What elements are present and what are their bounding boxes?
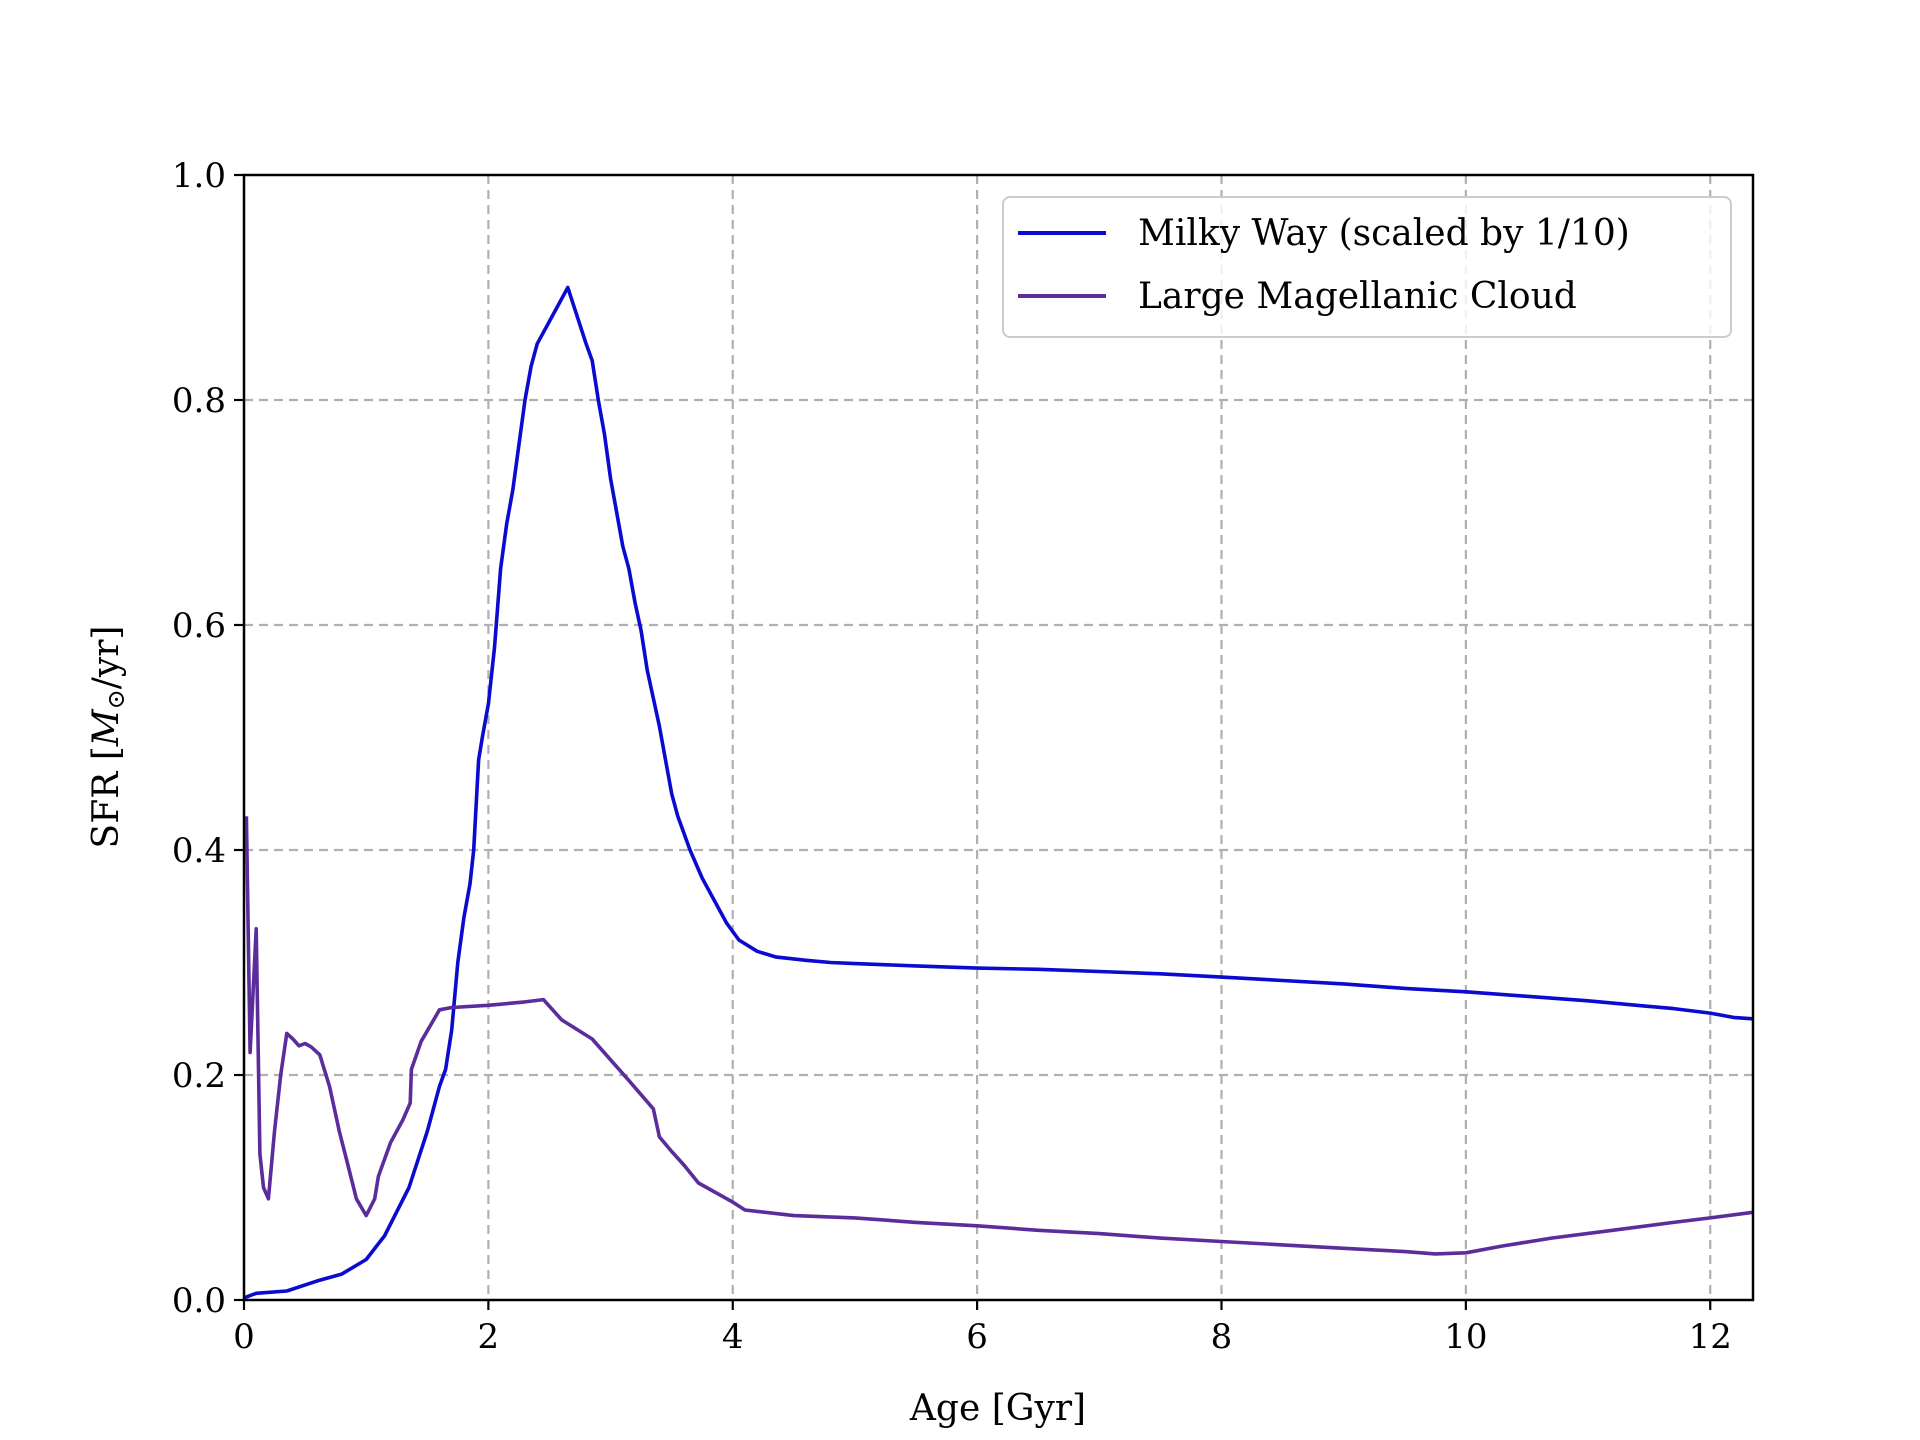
legend-box <box>1002 196 1732 338</box>
y-tick-label: 0.8 <box>172 381 226 421</box>
y-tick-label: 0.6 <box>172 606 226 646</box>
plot-frame <box>242 173 1755 1302</box>
x-tick-label: 6 <box>966 1317 988 1357</box>
series-layer <box>243 285 1754 1300</box>
y-tick-label: 0.4 <box>172 831 226 871</box>
x-axis-label: Age [Gyr] <box>909 1388 1086 1429</box>
x-tick-label: 8 <box>1211 1317 1233 1357</box>
x-tick-label: 0 <box>233 1317 255 1357</box>
legend: Milky Way (scaled by 1/10) Large Magella… <box>1002 196 1732 338</box>
x-tick-label: 10 <box>1444 1317 1487 1357</box>
y-axis-label-subscript: ⊙ <box>102 689 130 709</box>
y-axis-label-prefix: SFR [ <box>86 746 127 848</box>
x-tick-label: 4 <box>722 1317 744 1357</box>
x-tick-label: 12 <box>1689 1317 1732 1357</box>
y-tick-label: 0.0 <box>172 1281 226 1321</box>
ticks: 0 2 4 6 8 10 12 0.0 0.2 0.4 0.6 0.8 1.0 <box>172 156 1732 1357</box>
y-tick-label: 0.2 <box>172 1056 226 1096</box>
y-axis-label-symbol: M <box>86 708 127 747</box>
series-line-lmc <box>244 816 1754 1256</box>
legend-label-lmc: Large Magellanic Cloud <box>1138 276 1577 317</box>
legend-label-milky-way: Milky Way (scaled by 1/10) <box>1138 213 1630 254</box>
y-axis-label: SFR [M⊙/yr] <box>86 626 130 849</box>
y-axis-label-suffix: /yr] <box>86 626 127 690</box>
y-tick-label: 1.0 <box>172 156 226 196</box>
grid <box>244 175 1753 1300</box>
x-tick-label: 2 <box>478 1317 500 1357</box>
